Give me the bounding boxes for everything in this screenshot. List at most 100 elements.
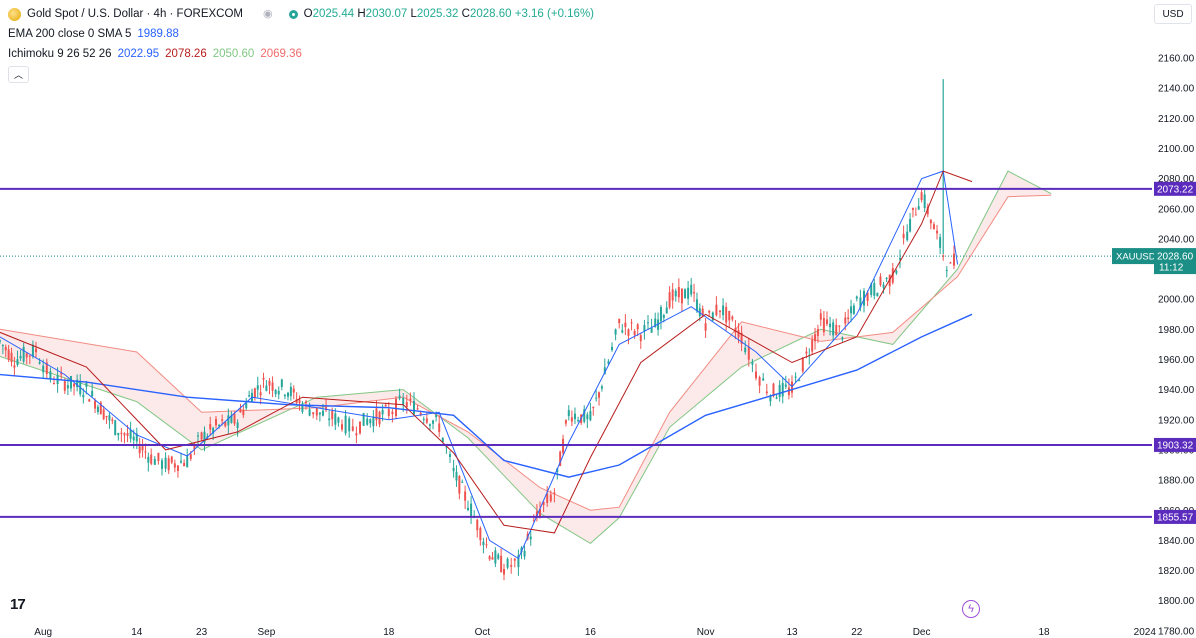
currency-selector[interactable]: USD <box>1154 4 1192 24</box>
current-price-tag <box>1154 248 1196 275</box>
candle-body <box>911 207 914 210</box>
candle-body <box>7 349 10 360</box>
candle-body <box>737 330 740 338</box>
candle-body <box>876 292 879 297</box>
candle-body <box>546 493 549 503</box>
candle-body <box>852 305 855 314</box>
x-tick-label: Oct <box>475 627 491 638</box>
candle-body <box>49 371 52 379</box>
candle-body <box>438 423 441 433</box>
candle-body <box>283 395 286 397</box>
candle-body <box>677 287 680 298</box>
candle-body <box>280 379 283 387</box>
candle-body <box>751 362 754 365</box>
candle-body <box>838 325 841 327</box>
y-tick-label: 2080.00 <box>1158 174 1195 185</box>
y-tick-label: 1800.00 <box>1158 596 1195 607</box>
candle-body <box>212 427 215 434</box>
candle-body <box>428 424 431 426</box>
flash-icon[interactable]: ϟ <box>962 600 980 618</box>
candle-body <box>135 433 138 442</box>
candle-body <box>506 558 509 568</box>
candle-body <box>765 391 768 394</box>
candle-body <box>902 233 905 239</box>
candle-body <box>611 346 613 351</box>
candle-body <box>287 392 289 397</box>
candle-body <box>79 382 82 395</box>
eye-icon[interactable]: ◉ <box>263 8 273 20</box>
candle-body <box>636 324 639 330</box>
candle-body <box>144 451 147 453</box>
candle-body <box>841 337 844 340</box>
candle-body <box>183 462 186 467</box>
candle-body <box>108 415 111 421</box>
candle-body <box>939 237 942 248</box>
candle-body <box>141 445 144 451</box>
collapse-legend-button[interactable]: ︿ <box>8 66 29 83</box>
ema-row[interactable]: EMA 200 close 0 SMA 5 1989.88 <box>8 24 594 44</box>
candle-body <box>607 361 610 364</box>
candle-body <box>715 304 718 316</box>
candle-body <box>445 446 448 448</box>
y-tick-label: 2000.00 <box>1158 295 1195 306</box>
candle-body <box>497 554 500 559</box>
ichimoku-cloud <box>0 171 1052 544</box>
candle-body <box>63 381 66 391</box>
y-tick-label: 2120.00 <box>1158 114 1195 125</box>
candle-body <box>123 433 126 436</box>
candle-body <box>932 224 935 230</box>
candle-body <box>559 451 562 467</box>
candle-body <box>517 555 520 568</box>
x-tick-label: 18 <box>1038 627 1050 638</box>
ichimoku-span-b-line <box>0 194 1052 511</box>
candle-body <box>409 398 412 401</box>
symbol-row[interactable]: Gold Spot / U.S. Dollar · 4h · FOREXCOM … <box>8 4 594 24</box>
ichimoku-row[interactable]: Ichimoku 9 26 52 26 2022.95 2078.26 2050… <box>8 44 594 64</box>
candle-body <box>923 194 926 208</box>
candle-body <box>28 355 31 357</box>
candle-body <box>452 468 455 472</box>
candle-body <box>899 257 901 260</box>
candle-body <box>885 277 888 279</box>
candle-body <box>224 422 227 427</box>
candle-body <box>13 365 16 368</box>
candle-body <box>245 403 248 409</box>
candle-body <box>728 310 731 321</box>
candle-body <box>88 399 91 402</box>
x-tick-label: Aug <box>34 627 52 638</box>
time-axis-bg <box>0 618 1152 638</box>
candle-body <box>150 454 153 464</box>
candle-body <box>553 492 556 494</box>
candle-body <box>684 289 687 299</box>
candle-body <box>126 433 129 436</box>
candle-body <box>381 409 384 415</box>
tradingview-logo[interactable]: 17 <box>10 596 26 613</box>
y-tick-label: 1820.00 <box>1158 566 1195 577</box>
level-tag <box>1154 509 1196 524</box>
candle-body <box>274 389 277 395</box>
candle-body <box>744 347 747 353</box>
candle-body <box>866 292 869 301</box>
symbol-title[interactable]: Gold Spot / U.S. Dollar · 4h · FOREXCOM <box>27 8 244 20</box>
candle-body <box>25 353 28 358</box>
candle-body <box>914 214 917 216</box>
candle-body <box>402 398 405 405</box>
candle-body <box>69 376 72 389</box>
candle-body <box>816 329 819 336</box>
candle-body <box>4 347 7 351</box>
candle-body <box>668 292 671 308</box>
candle-body <box>769 395 772 402</box>
candle-body <box>693 292 696 294</box>
ichimoku-label: Ichimoku 9 26 52 26 <box>8 48 112 60</box>
candle-body <box>262 377 265 380</box>
candle-body <box>253 388 256 398</box>
candle-body <box>814 334 817 342</box>
candle-body <box>35 348 37 353</box>
candle-body <box>161 460 163 469</box>
candle-body <box>203 431 206 443</box>
candle-body <box>328 418 331 421</box>
candle-body <box>695 299 698 312</box>
y-tick-label: 2160.00 <box>1158 54 1195 65</box>
candle-body <box>441 437 444 443</box>
